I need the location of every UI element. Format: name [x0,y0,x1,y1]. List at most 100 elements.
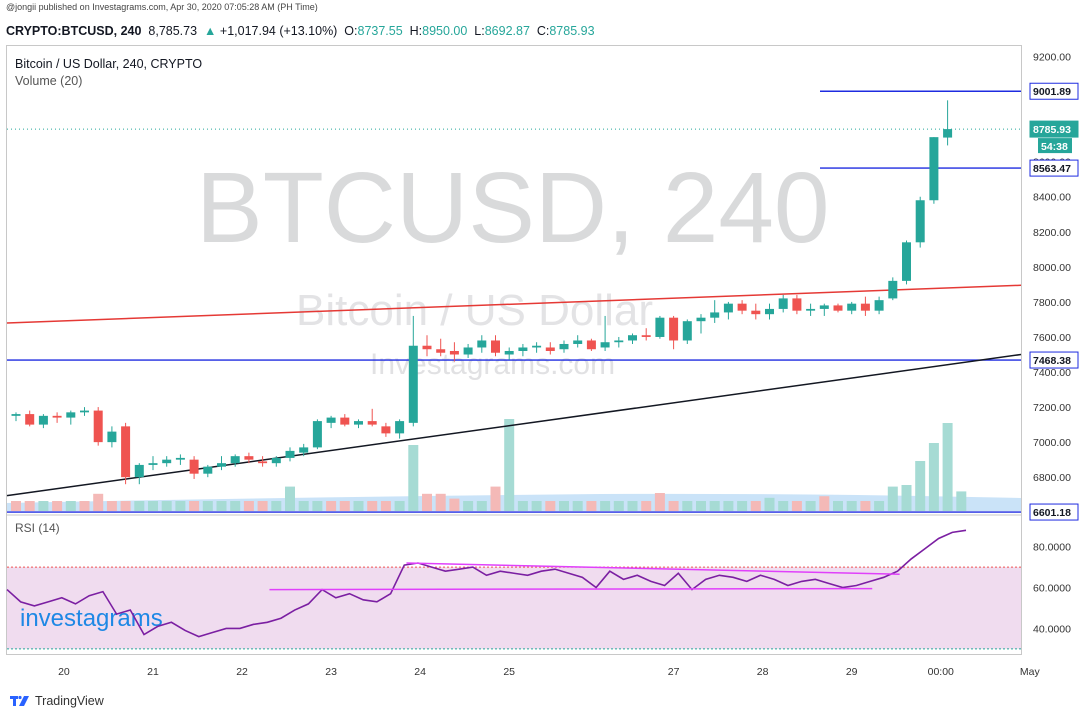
level-tag [1029,120,1079,138]
candle-body [175,457,185,460]
price-tick-label: 8200.00 [1033,227,1071,239]
volume-bar [559,501,569,511]
open-label: O: [344,24,358,38]
candle-body [847,303,857,311]
candle-body [134,464,144,478]
volume-bar [422,493,432,511]
price-change: +1,017.94 (+13.10%) [219,24,338,38]
volume-bar [791,501,802,511]
volume-bar [408,445,419,511]
price-tick-label: 7600.00 [1033,332,1071,344]
time-tick-label: May [1020,666,1041,678]
volume-bar [928,443,939,511]
volume-bar [846,501,857,511]
candle-body [518,347,528,351]
candle-body [189,459,199,474]
candle-body [203,466,213,474]
candle-body [628,335,637,341]
candle-body [436,349,446,353]
candle-body [162,459,172,464]
candle-body [80,410,89,413]
change-up-icon: ▲ [204,24,217,38]
rsi-tick-label: 80.0000 [1033,542,1071,554]
candle-body [381,426,391,434]
volume-bar [367,501,378,511]
investagrams-logo: investagrams [20,605,163,632]
volume-bar [285,486,295,511]
candle-body [66,412,76,418]
volume-bar [148,501,158,511]
volume-bar [353,501,364,511]
candle-body [491,340,500,353]
candle-body [888,280,898,299]
candle-body [244,456,254,460]
candle-body [778,298,788,309]
candle-body [559,343,569,350]
candle-body [806,308,816,311]
volume-bar [476,501,487,511]
time-tick-label: 25 [503,666,515,678]
candle-body [723,303,733,313]
high-value: 8950.00 [422,24,468,38]
price-tick-label: 8400.00 [1033,192,1071,204]
resistance-trendline [6,284,1022,324]
symbol-label: CRYPTO:BTCUSD, 240 [6,24,142,38]
volume-bar [202,501,213,511]
candle-body [504,350,514,355]
candle-body [449,350,459,355]
candle-body [408,345,418,423]
rsi-upper-trendline [406,562,900,576]
volume-bar [737,501,748,511]
volume-bar [394,501,405,511]
open-value: 8737.55 [357,24,403,38]
candle-body [669,317,679,341]
level-tag-label: 8563.47 [1033,163,1071,175]
volume-bar [312,501,323,511]
volume-bar [641,501,652,511]
volume-bar [38,501,49,511]
candle-body [217,463,226,467]
volume-bar [819,496,830,511]
volume-bar [531,501,542,511]
candle-body [545,347,555,351]
volume-bar [271,501,282,511]
volume-bar [572,501,583,511]
volume-bar [79,501,90,511]
volume-bar [915,461,926,511]
volume-bar [11,501,21,511]
high-label: H: [409,24,423,38]
rsi-band-layer: investagrams [7,566,1021,650]
time-tick-label: 28 [757,666,769,678]
volume-bar [120,501,131,511]
level-tag [1029,351,1079,369]
candle-body [710,312,720,318]
volume-bar [627,501,638,511]
level-tag-label: 9001.89 [1033,86,1071,98]
candle-body [230,456,240,464]
level-tag-label: 6601.18 [1033,507,1071,519]
volume-bar [257,501,268,511]
volume-bar [435,493,446,511]
candle-body [586,340,596,350]
candle-body [929,137,939,201]
volume-bar [723,501,734,511]
level-tag [1029,159,1079,177]
candle-body [874,300,884,311]
volume-bar [161,501,172,511]
volume-bar [189,501,200,511]
candle-body [902,242,911,281]
time-tick-label: 23 [325,666,337,678]
tradingview-footer[interactable]: TradingView [10,694,104,708]
volume-bar [586,501,597,511]
candle-body [463,347,473,355]
candle-body [258,461,268,464]
candle-body [285,450,295,458]
candle-body [833,305,843,311]
tradingview-label: TradingView [35,694,104,708]
candle-body [655,317,665,337]
candle-body [600,342,610,348]
candle-body [38,415,48,425]
time-tick-label: 21 [147,666,159,678]
